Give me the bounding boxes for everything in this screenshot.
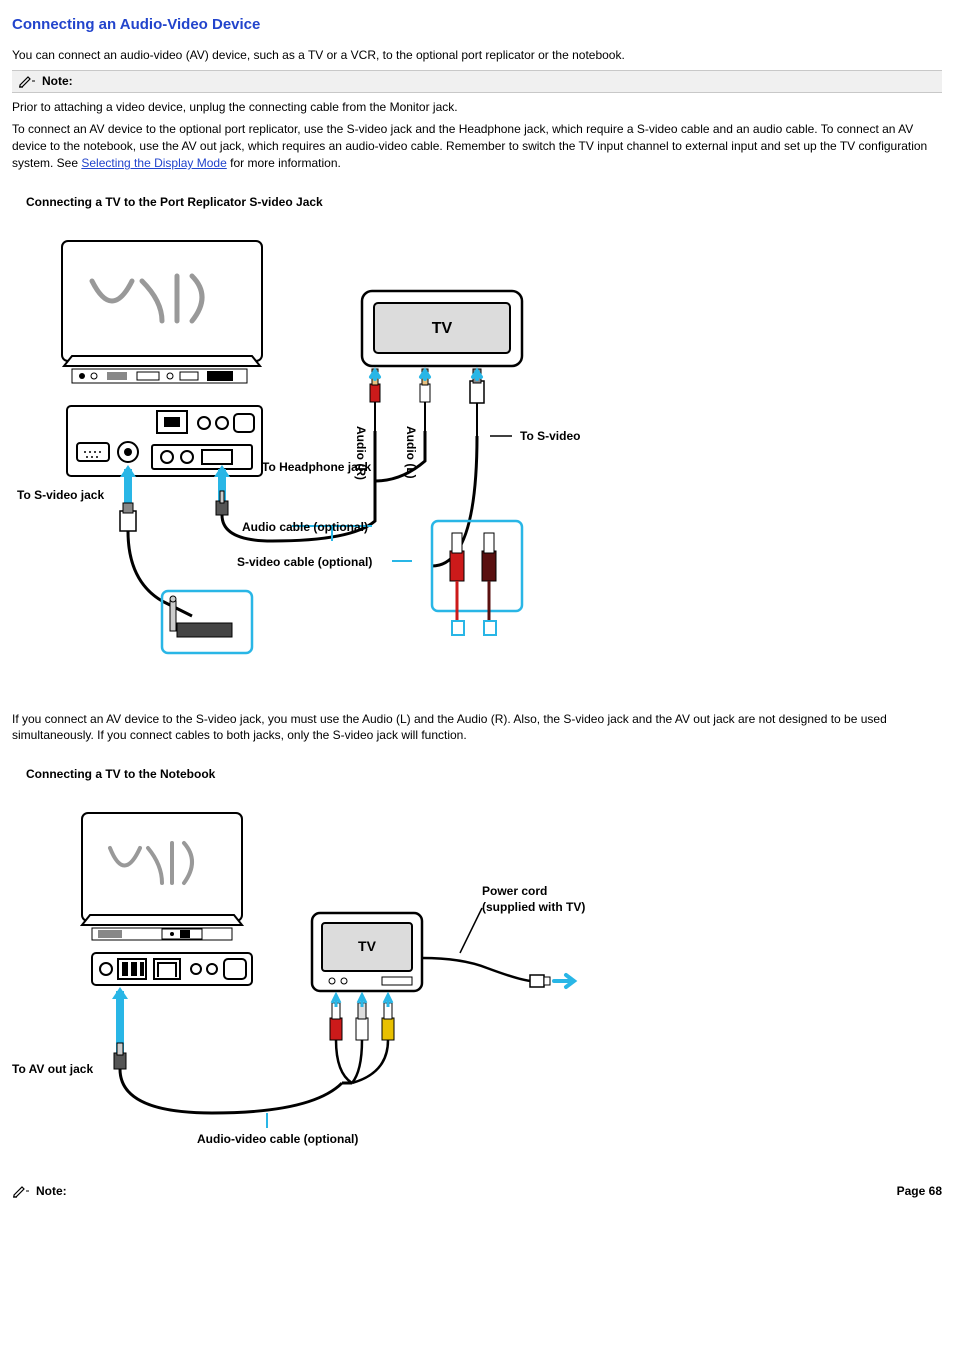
intro-text: You can connect an audio-video (AV) devi…: [12, 47, 942, 64]
to-av-out-label: To AV out jack: [12, 1062, 93, 1076]
page-title: Connecting an Audio-Video Device: [12, 14, 942, 35]
display-mode-link[interactable]: Selecting the Display Mode: [81, 156, 226, 170]
av-cable-label: Audio-video cable (optional): [197, 1132, 358, 1146]
howto-post: for more information.: [227, 156, 341, 170]
power-supplied-label: (supplied with TV): [482, 900, 585, 914]
to-svideo-label: To S-video: [520, 429, 580, 443]
laptop-icon: [82, 813, 242, 940]
to-svideo-jack-label: To S-video jack: [17, 488, 104, 502]
rca-detail: [432, 521, 522, 635]
power-cord-label: Power cord: [482, 884, 547, 898]
tv-icon: TV: [312, 913, 422, 991]
tv-label-2: TV: [358, 938, 377, 954]
port-replicator-icon: [67, 406, 262, 476]
power-cord: [422, 958, 574, 987]
note-header: Note:: [12, 70, 942, 93]
tv-label: TV: [432, 320, 453, 337]
mid-para: If you connect an AV device to the S-vid…: [12, 711, 942, 745]
tv-icon: TV: [362, 291, 522, 366]
svideo-jack-cable: [120, 465, 192, 616]
pencil-icon: [18, 74, 36, 88]
av-mini-plug: [114, 1043, 342, 1113]
rca-trio: [330, 995, 394, 1083]
to-headphone-label: To Headphone jack: [262, 460, 371, 474]
fig1-caption: Connecting a TV to the Port Replicator S…: [26, 194, 942, 211]
laptop-icon: [62, 241, 262, 383]
svideo-cable-label: S-video cable (optional): [237, 555, 372, 569]
headphone-plug-detail: [162, 591, 252, 653]
page-footer: Note: Page 68: [12, 1183, 942, 1200]
fig2-caption: Connecting a TV to the Notebook: [26, 766, 942, 783]
notebook-side-icon: [92, 953, 252, 985]
figure-2: To AV out jack TV Power cord (supplied w…: [12, 793, 942, 1163]
figure-1: TV Audio (R) Audio (L) To S-video To S-v…: [12, 221, 942, 691]
page-number: Page 68: [897, 1183, 942, 1200]
note-label: Note:: [42, 73, 73, 90]
audio-cable-label: Audio cable (optional): [242, 520, 368, 534]
footer-note-label: Note:: [36, 1183, 67, 1200]
note-body: Prior to attaching a video device, unplu…: [12, 99, 942, 116]
howto-text: To connect an AV device to the optional …: [12, 121, 942, 171]
pencil-icon: [12, 1184, 30, 1198]
